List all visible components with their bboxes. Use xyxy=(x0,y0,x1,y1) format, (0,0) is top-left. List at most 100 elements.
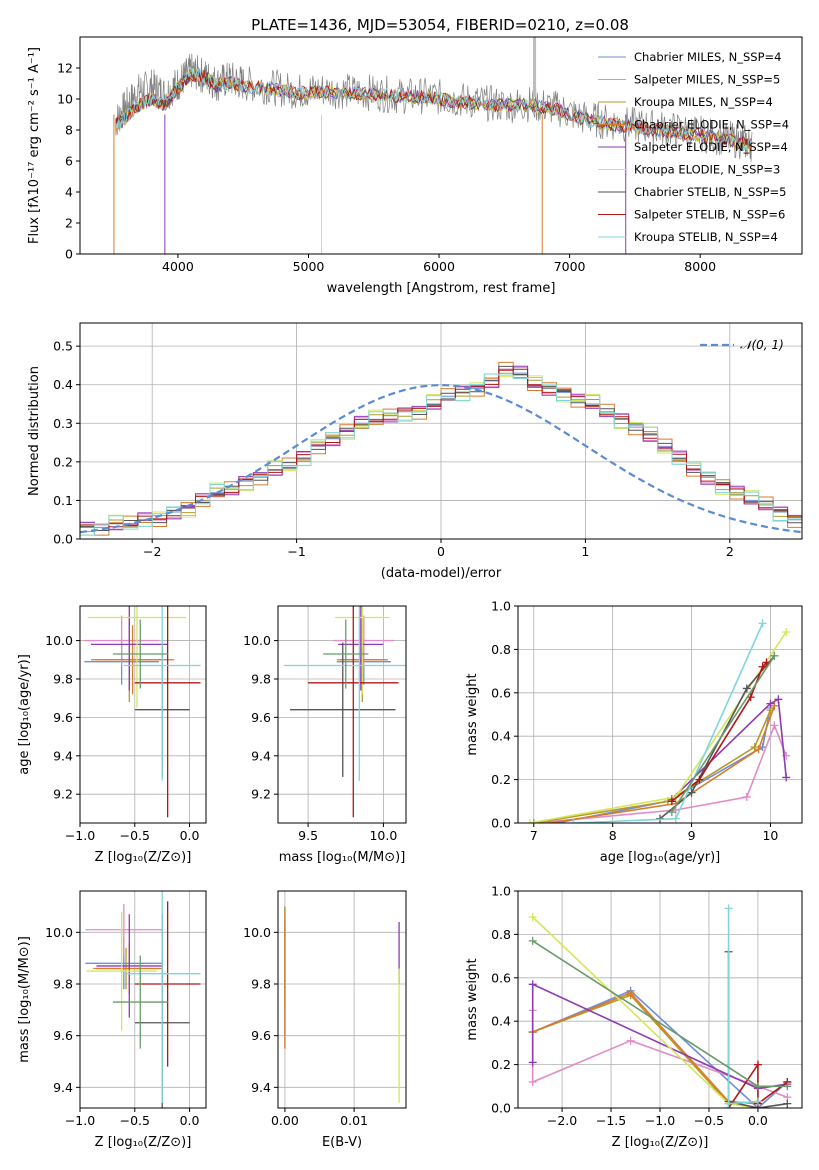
weight-marker-5-0 xyxy=(525,819,534,823)
weight-marker-7-0 xyxy=(667,797,676,806)
ytick-label-1: 9.6 xyxy=(53,1028,73,1043)
weight-series-3 xyxy=(549,705,776,823)
panel-weight-vs-Z: −2.0 −1.5 −1.0 −0.5 0.0 0.0 0.2 0.4 0.6 0.8 1.0 Z [… xyxy=(465,884,803,1150)
weight-series-2 xyxy=(533,709,772,823)
ytick-label-4: 0.8 xyxy=(491,642,511,657)
xlabel-spectrum: wavelength [Angstrom, rest frame] xyxy=(327,281,556,296)
weight-marker-8-1 xyxy=(671,814,680,823)
ytick-label-3: 10.0 xyxy=(45,925,73,940)
weight-marker-3-2 xyxy=(754,745,763,754)
weight-marker-3-0 xyxy=(545,819,554,823)
xtick-label-3: −0.5 xyxy=(694,1113,724,1128)
weight-marker-9-1 xyxy=(753,1082,762,1091)
ytick-label-1: 0.2 xyxy=(491,772,511,787)
legend-label-6: Chabrier STELIB, N_SSP=5 xyxy=(634,185,786,199)
xtick-label-4: 8000 xyxy=(684,259,716,274)
plot-area-weight-vs-Z xyxy=(528,904,792,1108)
legend-label-2: Kroupa MILES, N_SSP=4 xyxy=(634,95,773,109)
weight-marker-7-3 xyxy=(758,662,767,671)
xtick-label-0: 7 xyxy=(530,828,538,843)
weight-marker-1-1 xyxy=(528,1077,537,1086)
xtick-label-0: −1.0 xyxy=(65,828,95,843)
histogram-series-8 xyxy=(80,373,802,536)
xtick-label-2: 6000 xyxy=(423,259,455,274)
xlabel-age-vs-Z: Z [log₁₀(Z/Z⊙)] xyxy=(95,850,192,865)
plot-area-residuals xyxy=(80,361,802,536)
ylabel-age-vs-Z: age [log₁₀(age/yr)] xyxy=(17,654,32,775)
xlabel-age-vs-mass: mass [log₁₀(M/M⊙)] xyxy=(279,850,406,865)
plot-area-spectrum xyxy=(113,37,753,254)
ytick-label-3: 0.6 xyxy=(491,685,511,700)
xtick-label-1: 8 xyxy=(609,828,617,843)
panel-weight-vs-age: 7 8 9 10 0.0 0.2 0.4 0.6 0.8 1.0 age [log₁₀(age/yr… xyxy=(465,599,803,865)
ytick-label-3: 6 xyxy=(65,154,73,169)
xtick-label-1: −1 xyxy=(287,544,305,559)
weight-marker-2-0 xyxy=(529,819,538,823)
xtick-label-4: 2 xyxy=(726,544,734,559)
weight-marker-8-2 xyxy=(758,619,767,628)
ytick-label-0: 0.0 xyxy=(491,816,511,831)
xtick-label-2: 0 xyxy=(437,544,445,559)
legend-label-1: Salpeter MILES, N_SSP=5 xyxy=(634,73,780,87)
model-spectrum-6 xyxy=(115,68,752,150)
histogram-series-3 xyxy=(80,361,802,536)
weight-marker-1-2 xyxy=(626,1036,635,1045)
axes-frame xyxy=(79,36,803,255)
ylabel-spectrum: Flux [fλ10⁻¹⁷ erg cm⁻² s⁻¹ A⁻¹] xyxy=(27,47,42,244)
weight-marker-1-2 xyxy=(742,792,751,801)
legend-label-3: Chabrier ELODIE, N_SSP=4 xyxy=(634,118,789,132)
panel-residuals: 𝒩(0, 1) −2 −1 0 1 2 0.0 0.1 0.2 0.3 0.4 0.5 (data-mo… xyxy=(27,322,803,581)
ytick-label-0: 0.0 xyxy=(53,532,73,547)
ytick-label-1: 0.1 xyxy=(53,493,73,508)
xtick-label-2: 0.0 xyxy=(180,828,200,843)
weight-marker-4-0 xyxy=(528,1058,537,1067)
xlabel-mass-vs-ebv: E(B-V) xyxy=(322,1135,362,1150)
xtick-label-3: 1 xyxy=(581,544,589,559)
weight-marker-8-2 xyxy=(753,1097,762,1106)
weight-marker-7-1 xyxy=(753,1060,762,1069)
xtick-label-2: 0.0 xyxy=(180,1113,200,1128)
ylabel-residuals: Normed distribution xyxy=(27,366,42,496)
weight-marker-6-3 xyxy=(783,1099,792,1108)
xtick-label-3: 10 xyxy=(762,828,778,843)
ytick-label-5: 1.0 xyxy=(491,884,511,899)
xtick-label-4: 0.0 xyxy=(748,1113,768,1128)
ytick-label-4: 8 xyxy=(65,123,73,138)
weight-series-4 xyxy=(671,698,787,800)
xtick-label-0: 0.00 xyxy=(271,1113,299,1128)
panel-spectrum: Chabrier MILES, N_SSP=4 Salpeter MILES, N… xyxy=(27,36,803,296)
weight-marker-4-1 xyxy=(766,699,775,708)
plot-area-mass-vs-Z xyxy=(85,891,201,1108)
weight-marker-9-2 xyxy=(783,1082,792,1091)
ytick-label-3: 0.6 xyxy=(491,970,511,985)
ytick-label-0: 0.0 xyxy=(491,1101,511,1116)
axes-frame xyxy=(277,890,407,1109)
weight-marker-9-0 xyxy=(667,808,676,817)
panel-age-vs-mass: 9.5 10.0 9.2 9.4 9.6 9.8 10.0 mass [log₁₀(M/M⊙)… xyxy=(243,605,407,865)
weight-marker-7-1 xyxy=(695,775,704,784)
weight-marker-3-1 xyxy=(626,988,635,997)
ytick-label-5: 10 xyxy=(57,92,73,107)
weight-series-9 xyxy=(671,655,776,813)
legend-label-8: Kroupa STELIB, N_SSP=4 xyxy=(634,230,778,244)
panel-mass-vs-ebv: 0.00 0.01 9.4 9.6 9.8 10.0 E(B-V) xyxy=(243,890,407,1150)
xtick-label-0: −2.0 xyxy=(547,1113,577,1128)
figure-title: PLATE=1436, MJD=53054, FIBERID=0210, z=0… xyxy=(251,16,629,34)
weight-marker-9-0 xyxy=(528,936,537,945)
weight-series-3 xyxy=(532,992,758,1105)
weight-marker-5-0 xyxy=(528,913,537,922)
ytick-label-1: 9.4 xyxy=(251,748,271,763)
ytick-label-4: 0.4 xyxy=(53,377,73,392)
xtick-label-1: 0.01 xyxy=(340,1113,368,1128)
ytick-label-2: 0.4 xyxy=(491,1014,511,1029)
ytick-label-0: 9.2 xyxy=(251,787,271,802)
xtick-label-1: −0.5 xyxy=(120,1113,150,1128)
ytick-label-1: 9.4 xyxy=(53,748,73,763)
weight-series-8 xyxy=(727,908,758,1105)
ylabel-weight-vs-age: mass weight xyxy=(465,673,480,755)
xtick-label-1: 5000 xyxy=(293,259,325,274)
ytick-label-2: 9.8 xyxy=(251,977,271,992)
xlabel-mass-vs-Z: Z [log₁₀(Z/Z⊙)] xyxy=(95,1135,192,1150)
panel-mass-vs-Z: −1.0 −0.5 0.0 9.4 9.6 9.8 10.0 Z [log₁₀(Z/Z⊙)] m… xyxy=(17,890,207,1150)
axes-frame xyxy=(517,605,803,824)
